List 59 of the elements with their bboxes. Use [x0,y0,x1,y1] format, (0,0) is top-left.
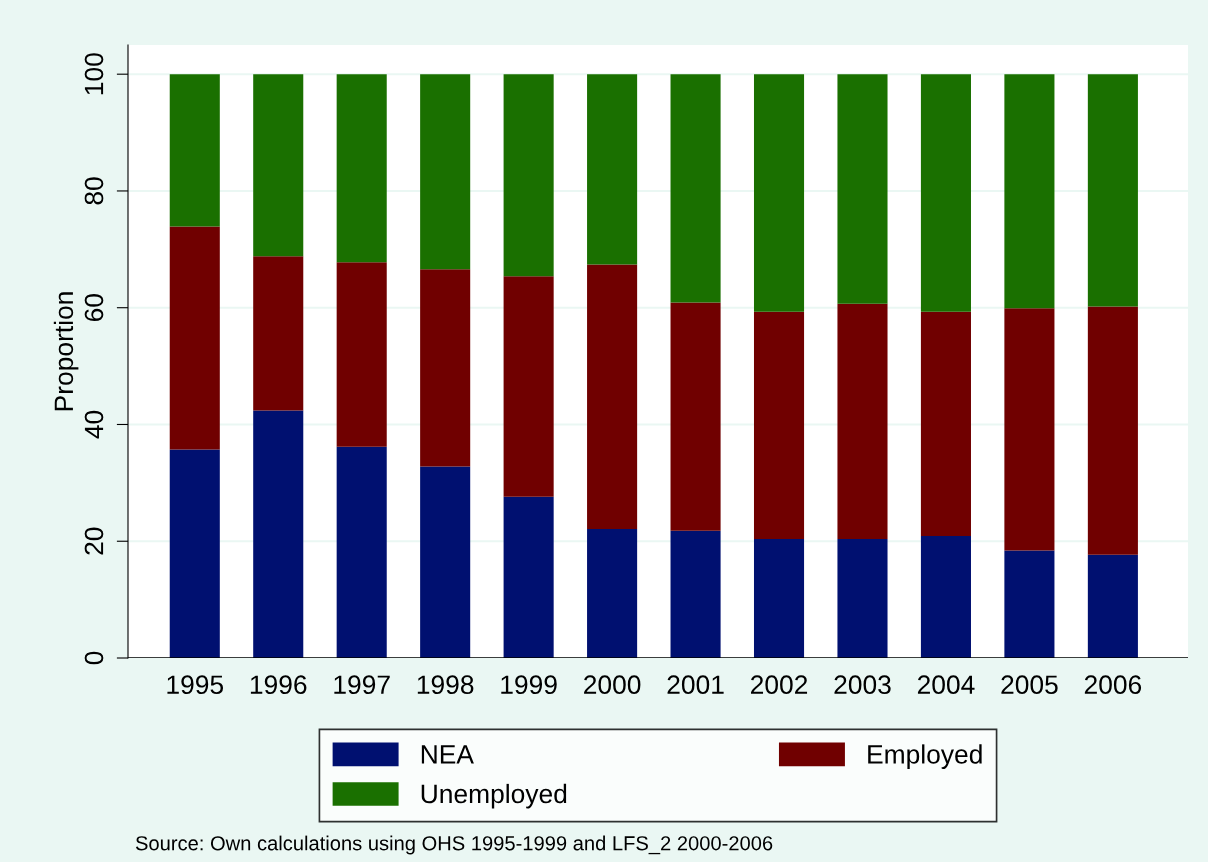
y-axis-title: Proportion [53,292,79,411]
bar [420,466,471,658]
bar [1004,550,1055,658]
bar [1087,74,1138,307]
bar [1087,306,1138,555]
bar [920,311,971,536]
bar [253,256,304,411]
bar [503,74,554,277]
bar [420,74,471,270]
bar [503,496,554,658]
x-tick-label: 2003 [834,675,891,695]
bar [837,538,888,658]
source-note: Source: Own calculations using OHS 1995-1999 and LFS_2 2000-2006 [135,835,773,855]
y-tick-label: 20 [84,527,104,555]
bar [753,538,805,658]
x-tick-label: 2002 [751,675,808,695]
bar [587,74,638,265]
bar [253,410,304,658]
legend-label: NEA [421,745,474,764]
bar [169,449,220,658]
bar [336,262,387,447]
y-tick-label: 0 [84,651,104,665]
bar [920,535,971,658]
bar [503,276,554,497]
y-tick-label: 60 [84,294,104,322]
x-tick-label: 1997 [334,675,390,695]
bar [920,74,971,312]
legend-label: Unemployed [421,783,567,809]
bar [837,303,888,539]
legend-label: Employed [868,744,982,769]
bar [587,264,638,529]
y-tick-label: 80 [84,177,104,205]
bar [670,302,721,531]
bar [336,74,387,263]
bar [587,528,638,658]
bar [753,74,805,312]
x-tick-label: 2000 [584,675,641,695]
bar [1004,74,1055,309]
bar [670,530,721,658]
x-tick-label: 1995 [167,675,224,695]
bar [169,226,220,450]
x-tick-label: 2006 [1084,675,1142,695]
bar [1004,308,1055,551]
y-tick-label: 100 [84,53,104,95]
y-tick-label: 40 [84,410,104,439]
x-tick-label: 2005 [1001,675,1058,695]
x-tick-label: 2004 [917,675,975,695]
x-tick-label: 1999 [501,675,557,695]
bar [336,446,387,658]
bar [670,74,721,303]
x-tick-label: 1996 [250,675,307,695]
x-tick-label: 2001 [667,675,724,695]
bar [420,269,471,467]
bar [253,74,304,257]
bar [753,311,805,539]
bar [169,74,220,227]
bar [1087,554,1138,658]
x-tick-label: 1998 [417,675,474,695]
bar [837,74,888,304]
